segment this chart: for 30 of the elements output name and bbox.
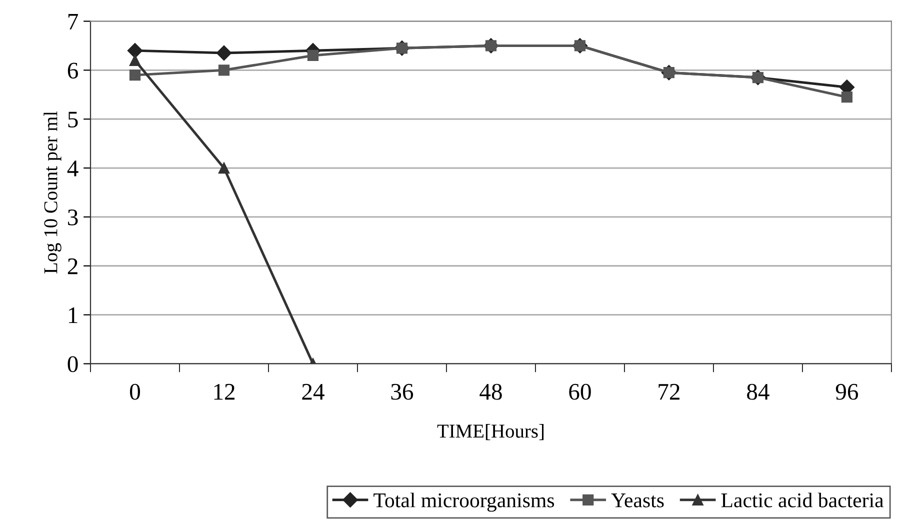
point — [129, 70, 141, 81]
point — [129, 54, 141, 66]
y-axis-title: Log 10 Count per ml — [44, 111, 62, 274]
legend-label: Lactic acid bacteria — [721, 492, 884, 508]
x-tick-label: 36 — [391, 384, 414, 400]
y-tick-label: 1 — [68, 307, 78, 323]
x-tick-label: 0 — [130, 384, 140, 400]
x-axis-title: TIME[Hours] — [437, 424, 544, 440]
x-tick-label: 72 — [658, 384, 680, 400]
x-tick-label: 96 — [836, 384, 858, 400]
y-tick-label: 0 — [68, 356, 78, 372]
x-tick-label: 60 — [569, 384, 591, 400]
point — [841, 92, 852, 103]
point — [218, 64, 230, 76]
x-tick-label: 24 — [302, 384, 324, 400]
y-tick-label: 7 — [68, 14, 78, 30]
x-tick-label: 48 — [480, 384, 502, 400]
x-tick-label: 12 — [214, 384, 234, 400]
y-tick-label: 3 — [68, 210, 78, 226]
y-tick-label: 2 — [68, 258, 78, 274]
point — [216, 45, 232, 61]
x-tick-label: 84 — [747, 384, 770, 400]
point — [218, 162, 230, 174]
y-tick-label: 6 — [68, 62, 78, 79]
point — [307, 50, 319, 62]
y-tick-label: 4 — [67, 160, 78, 176]
point — [127, 43, 143, 58]
y-tick-label: 5 — [68, 112, 78, 128]
legend-label: Total microorganisms — [374, 492, 554, 512]
legend-label: Yeasts — [611, 494, 664, 508]
